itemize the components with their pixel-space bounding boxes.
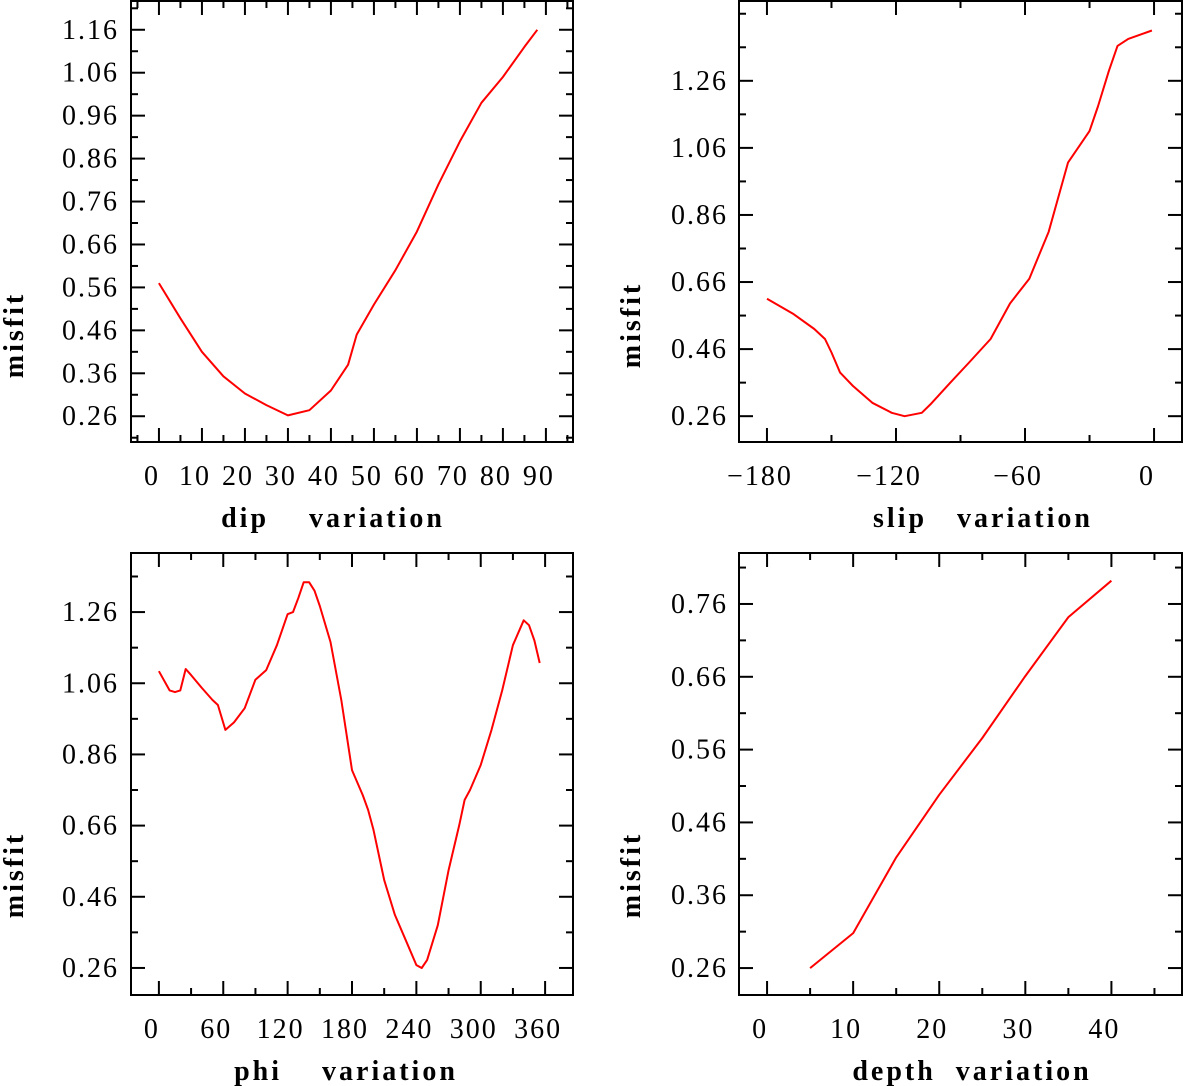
x-axis-label: dip variation — [221, 503, 445, 534]
x-tick-label: 80 — [480, 461, 512, 492]
y-tick-label: 0.26 — [62, 401, 119, 432]
x-axis-label: slip variation — [873, 503, 1093, 534]
y-tick-label: 1.06 — [62, 668, 119, 699]
y-tick-label: 0.66 — [62, 229, 119, 260]
x-tick-label: 40 — [308, 461, 340, 492]
y-tick-label: 0.76 — [62, 187, 119, 218]
axes-frame — [130, 0, 574, 443]
x-tick-label: 70 — [437, 461, 469, 492]
x-tick-label: 60 — [394, 461, 426, 492]
x-tick-label: 0 — [752, 1014, 768, 1045]
y-axis-label: misfit — [616, 832, 647, 918]
y-tick-label: 0.56 — [671, 735, 728, 766]
panel-3: 0 60 120 180 240 300 360 0.26 0.46 0.66 0.86 1.06 1.… — [0, 552, 574, 1086]
y-axis-label: misfit — [616, 282, 647, 368]
y-tick-label: 0.46 — [62, 882, 119, 913]
y-tick-label: 1.06 — [62, 58, 119, 89]
misfit-series-line — [809, 579, 1113, 969]
x-axis-label: depth variation — [852, 1056, 1091, 1086]
x-tick-label: 60 — [200, 1014, 232, 1045]
x-tick-label: 0 — [144, 461, 160, 492]
y-tick-label: 0.86 — [62, 144, 119, 175]
x-tick-label: 40 — [1088, 1014, 1120, 1045]
y-tick-label: 0.66 — [671, 662, 728, 693]
x-tick-label: 120 — [257, 1014, 305, 1045]
y-tick-label: 1.26 — [671, 66, 728, 97]
x-tick-label: 0 — [1139, 461, 1155, 492]
y-tick-label: 0.86 — [671, 200, 728, 231]
x-tick-label: 20 — [916, 1014, 948, 1045]
y-tick-label: 0.26 — [62, 953, 119, 984]
y-tick-label: 0.36 — [62, 358, 119, 389]
x-tick-label: 360 — [514, 1014, 562, 1045]
x-axis-label: phi variation — [234, 1056, 458, 1086]
y-tick-label: 0.66 — [671, 267, 728, 298]
x-tick-label: −60 — [993, 461, 1043, 492]
y-tick-label: 1.06 — [671, 133, 728, 164]
x-tick-label: 50 — [351, 461, 383, 492]
x-tick-label: 180 — [321, 1014, 369, 1045]
x-tick-label: 90 — [523, 461, 555, 492]
x-tick-label: 240 — [385, 1014, 433, 1045]
y-tick-label: 0.96 — [62, 101, 119, 132]
x-tick-label: 30 — [1002, 1014, 1034, 1045]
y-tick-label: 1.26 — [62, 597, 119, 628]
y-tick-label: 0.76 — [671, 589, 728, 620]
panel-4: 0 10 20 30 40 0.26 0.36 0.46 0.56 0.66 0.76 depth v… — [616, 552, 1183, 1086]
misfit-series-line — [158, 581, 541, 969]
y-tick-label: 1.16 — [62, 15, 119, 46]
x-tick-label: −180 — [727, 461, 793, 492]
y-tick-label: 0.46 — [671, 807, 728, 838]
y-tick-label: 0.36 — [671, 880, 728, 911]
x-tick-label: 30 — [265, 461, 297, 492]
misfit-series-line — [158, 29, 539, 417]
axes-frame — [738, 552, 1183, 996]
x-tick-label: 10 — [179, 461, 211, 492]
x-tick-label: 0 — [144, 1014, 160, 1045]
y-tick-label: 0.26 — [671, 401, 728, 432]
x-tick-label: 20 — [222, 461, 254, 492]
y-tick-label: 0.86 — [62, 739, 119, 770]
x-tick-label: 10 — [830, 1014, 862, 1045]
panel-1: 0 10 20 30 40 50 60 70 80 90 0.26 0.36 0.46 0.56 0.66 0… — [0, 0, 574, 534]
y-axis-label: misfit — [0, 832, 30, 918]
misfit-series-line — [766, 29, 1153, 418]
x-tick-label: −120 — [856, 461, 922, 492]
y-tick-label: 0.66 — [62, 811, 119, 842]
axes-frame — [130, 552, 574, 996]
y-tick-label: 0.46 — [671, 334, 728, 365]
x-tick-label: 300 — [450, 1014, 498, 1045]
panel-2: −180 −120 −60 0 0.26 0.46 0.66 0.86 1.06 1.26 slip… — [616, 0, 1183, 534]
axes-frame — [738, 0, 1183, 443]
y-axis-label: misfit — [0, 292, 30, 378]
y-tick-label: 0.56 — [62, 272, 119, 303]
y-tick-label: 0.26 — [671, 953, 728, 984]
y-tick-label: 0.46 — [62, 315, 119, 346]
